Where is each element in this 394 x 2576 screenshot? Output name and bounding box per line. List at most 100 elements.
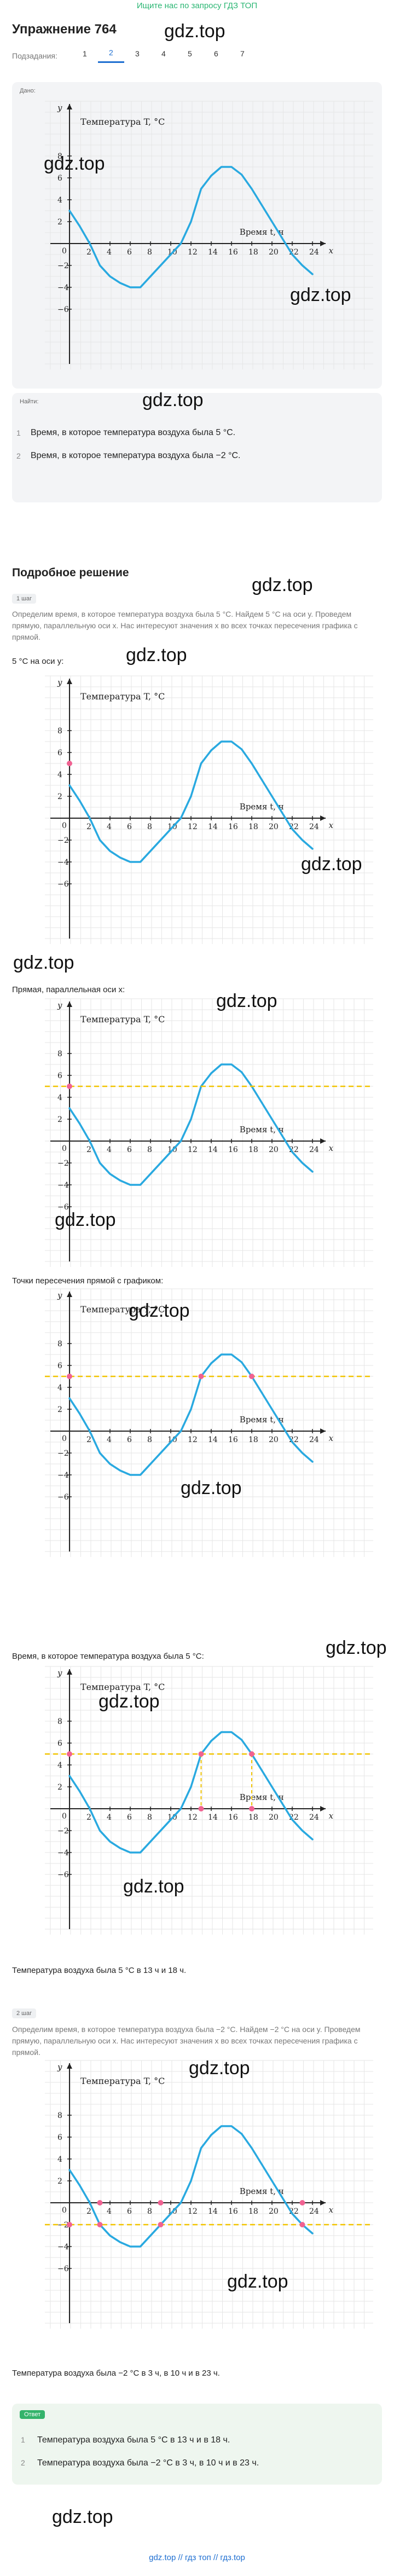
x-tick-label: 12 [188,1813,198,1822]
x-axis-name: x [329,1143,334,1153]
x-tick-label: 2 [86,248,91,257]
y-tick-label: −2 [57,1449,69,1458]
x-tick-label: 4 [107,248,112,257]
y-point-marker [67,1751,72,1757]
x-tick-label: 4 [107,1145,112,1154]
x-axis-arrow [320,1428,326,1434]
subtask-tab-4[interactable]: 4 [161,49,166,58]
x-axis-name: x [329,820,334,830]
y-axis-arrow [67,1669,72,1675]
find-card: Найти: [12,393,382,502]
x-point-marker [158,2200,164,2205]
x-tick-label: 6 [127,1435,132,1444]
temperature-curve [68,1731,314,1854]
y-tick-label: −6 [57,880,69,889]
y-axis-name: y [57,103,62,113]
y-point-marker [67,2222,72,2227]
watermark: gdz.top [142,390,204,410]
x-tick-label: 16 [228,1435,238,1444]
y-tick-label: 6 [57,749,62,757]
subtask-tab-6[interactable]: 6 [214,49,218,58]
y-axis-arrow [67,1002,72,1007]
x-axis-name: x [329,246,334,256]
x-tick-label: 24 [309,1145,319,1154]
x-tick-label: 16 [228,1145,238,1154]
y-axis-name: y [57,2062,62,2072]
list-item: 1 Время, в которое температура воздуха бы… [16,428,236,437]
y-tick-label: 6 [57,1072,62,1080]
intersection-marker [158,2222,164,2227]
x-tick-label: 14 [208,1435,218,1444]
y-axis-label: Температура T, °C [80,691,165,702]
x-tick-label: 12 [188,2207,198,2216]
x-axis-label: Время t, ч [240,1415,284,1425]
temperature-curve [68,740,314,863]
y-tick-label: −6 [57,1203,69,1212]
result1-text: Температура воздуха была 5 °C в 13 ч и 1… [12,1966,187,1975]
y-tick-label: 8 [57,727,62,736]
x-point-marker [249,1806,254,1811]
x-tick-label: 6 [127,1813,132,1822]
y-axis-arrow [67,2063,72,2069]
search-hint-link[interactable]: Ищите нас по запросу ГДЗ ТОП [136,1,258,10]
watermark: gdz.top [44,153,105,174]
y-axis-label: Температура T, °C [80,1014,165,1024]
subtask-tab-1[interactable]: 1 [83,49,87,58]
y-axis-arrow [67,1292,72,1297]
watermark: gdz.top [52,2506,113,2527]
y-tick-label: 8 [57,2111,62,2120]
watermark: gdz.top [129,1300,190,1321]
x-point-marker [198,1806,204,1811]
x-tick-label: 20 [269,1813,279,1822]
x-tick-label: 18 [248,1145,258,1154]
footer-links[interactable]: gdz.top // гдз топ // гдз.top [149,2553,245,2562]
y-axis-label: Температура T, °C [80,1304,165,1315]
x-tick-label: 18 [248,1435,258,1444]
x-axis-label: Время t, ч [240,227,284,237]
y-tick-label: 8 [57,1340,62,1348]
origin-label: 0 [62,2206,67,2215]
intersection-marker [97,2222,103,2227]
y-tick-label: 4 [57,2155,62,2164]
time-five-text: Время, в которое температура воздуха был… [12,1652,204,1661]
y-tick-label: −2 [57,1827,69,1836]
y-tick-label: −4 [57,1849,69,1857]
origin-label: 0 [62,1812,67,1821]
x-tick-label: 8 [147,823,152,831]
x-axis-arrow [320,2200,326,2205]
y-axis-arrow [67,679,72,684]
subtask-tab-2[interactable]: 2 [97,48,124,63]
x-tick-label: 4 [107,823,112,831]
y-tick-label: −4 [57,1181,69,1190]
x-axis-label: Время t, ч [240,2186,284,2196]
subtask-tab-7[interactable]: 7 [240,49,245,58]
answer-item: 2 Температура воздуха была −2 °C в 3 ч, в… [21,2458,259,2468]
subtask-tab-5[interactable]: 5 [188,49,192,58]
y-tick-label: 8 [57,152,62,161]
subtasks-label: Подзадания: [12,51,57,60]
temperature-curve [68,1063,314,1186]
x-tick-label: 12 [188,1435,198,1444]
x-tick-label: 12 [188,1145,198,1154]
x-tick-label: 18 [248,2207,258,2216]
intersection-marker [299,2222,305,2227]
x-tick-label: 6 [127,248,132,257]
given-card: Дано: [12,82,382,389]
y-axis-name: y [57,1668,62,1678]
x-tick-label: 4 [107,1435,112,1444]
y-tick-label: 2 [57,2177,62,2186]
watermark: gdz.top [252,575,313,595]
watermark: gdz.top [216,991,277,1011]
watermark: gdz.top [189,2058,250,2079]
x-tick-label: 14 [208,823,218,831]
x-tick-label: 2 [86,1813,91,1822]
x-tick-label: 8 [147,248,152,257]
y-tick-label: −6 [57,1871,69,1879]
watermark: gdz.top [326,1637,387,1658]
intersection-marker [198,1751,204,1757]
subtask-tab-3[interactable]: 3 [135,49,140,58]
intersection-marker [249,1751,254,1757]
given-label: Дано: [20,88,36,94]
